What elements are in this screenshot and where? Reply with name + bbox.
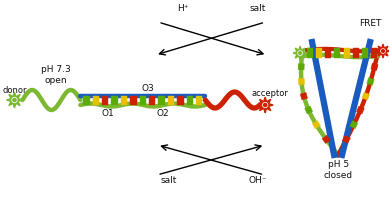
Text: FRET: FRET xyxy=(359,19,381,28)
Polygon shape xyxy=(293,46,307,60)
Text: salt: salt xyxy=(250,4,266,13)
Bar xyxy=(130,96,137,105)
Bar xyxy=(322,135,330,143)
Bar xyxy=(325,48,331,58)
Bar xyxy=(298,78,305,85)
Bar xyxy=(158,96,165,105)
Bar xyxy=(335,48,340,58)
Bar xyxy=(353,48,359,58)
Text: pH 7.3
open: pH 7.3 open xyxy=(40,65,70,85)
Bar xyxy=(140,96,146,105)
Circle shape xyxy=(12,98,17,102)
Polygon shape xyxy=(7,92,23,108)
Bar xyxy=(177,96,184,105)
Bar xyxy=(187,96,193,105)
Bar xyxy=(362,92,370,100)
Bar xyxy=(316,48,322,58)
Text: O3: O3 xyxy=(142,84,155,93)
Bar xyxy=(342,135,350,143)
Bar xyxy=(362,48,368,58)
Bar xyxy=(307,48,313,58)
Bar xyxy=(300,93,308,100)
Bar xyxy=(367,78,374,85)
Circle shape xyxy=(382,50,384,53)
Bar xyxy=(111,96,118,105)
Bar xyxy=(149,96,156,105)
Text: O2: O2 xyxy=(157,109,170,118)
Bar xyxy=(168,96,174,105)
Circle shape xyxy=(13,98,16,102)
Bar xyxy=(356,106,364,114)
Bar xyxy=(83,96,89,105)
Text: pH 5
closed: pH 5 closed xyxy=(324,160,352,180)
Polygon shape xyxy=(257,97,273,113)
Bar xyxy=(312,121,321,129)
Bar xyxy=(371,48,377,58)
Text: H⁺: H⁺ xyxy=(177,4,189,13)
Bar xyxy=(305,106,313,114)
Bar xyxy=(121,96,127,105)
Bar xyxy=(350,121,358,129)
Bar xyxy=(93,96,99,105)
Polygon shape xyxy=(376,44,389,58)
Bar xyxy=(102,96,109,105)
Bar xyxy=(343,48,350,58)
Circle shape xyxy=(264,103,267,107)
Bar xyxy=(298,64,304,70)
Text: donor: donor xyxy=(2,86,27,95)
Text: acceptor: acceptor xyxy=(252,89,289,98)
Bar xyxy=(196,96,202,105)
Circle shape xyxy=(263,103,268,107)
Circle shape xyxy=(298,51,302,55)
Bar xyxy=(371,63,378,70)
Text: O1: O1 xyxy=(102,109,115,118)
Text: salt: salt xyxy=(160,176,177,185)
Circle shape xyxy=(381,49,385,53)
Text: OH⁻: OH⁻ xyxy=(249,176,267,185)
Circle shape xyxy=(299,52,301,55)
